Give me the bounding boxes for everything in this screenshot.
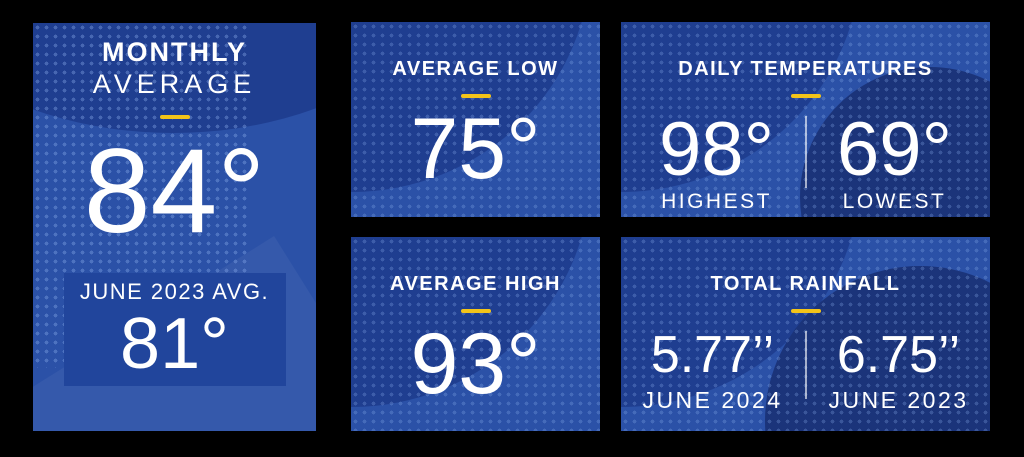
- card-title-line1: MONTHLY: [101, 37, 247, 67]
- circle-decoration: [33, 23, 316, 133]
- accent-underline: [790, 309, 821, 313]
- rainfall-2024-block: 5.77’’ JUNE 2024: [627, 329, 799, 414]
- rainfall-2023-label: JUNE 2023: [828, 387, 969, 413]
- accent-underline: [159, 115, 190, 119]
- rainfall-2023-block: 6.75’’ JUNE 2023: [813, 329, 985, 414]
- vertical-divider: [804, 116, 807, 188]
- average-low-value: 75°: [410, 101, 541, 197]
- accent-underline: [460, 94, 491, 98]
- card-title-line2: AVERAGE: [92, 69, 257, 99]
- monthly-average-value: 84°: [83, 124, 266, 258]
- callout-box: JUNE 2023 AVG. 81°: [63, 273, 286, 386]
- vertical-divider: [804, 331, 807, 399]
- average-high-value: 93°: [410, 316, 541, 412]
- card-title: AVERAGE HIGH: [390, 273, 561, 295]
- dot-pattern: [351, 22, 600, 217]
- average-low-card: AVERAGE LOW 75°: [351, 22, 600, 217]
- card-title: DAILY TEMPERATURES: [678, 58, 933, 80]
- accent-underline: [790, 94, 821, 98]
- rainfall-2024-value: 5.77’’: [650, 326, 775, 384]
- total-rainfall-card: TOTAL RAINFALL 5.77’’ JUNE 2024 6.75’’ J…: [621, 237, 990, 431]
- lowest-temp-value: 69°: [837, 107, 952, 192]
- highest-temp-block: 98° HIGHEST: [635, 112, 799, 214]
- highest-temp-value: 98°: [659, 107, 774, 192]
- daily-temperatures-card: DAILY TEMPERATURES 98° HIGHEST 69° LOWES…: [621, 22, 990, 217]
- average-high-card: AVERAGE HIGH 93°: [351, 237, 600, 431]
- card-title: AVERAGE LOW: [392, 58, 559, 80]
- card-title: TOTAL RAINFALL: [710, 273, 901, 295]
- accent-underline: [460, 309, 491, 313]
- callout-value: 81°: [120, 304, 229, 384]
- callout-label: JUNE 2023 AVG.: [79, 279, 270, 304]
- monthly-average-card: MONTHLY AVERAGE 84° JUNE 2023 AVG. 81°: [33, 23, 316, 431]
- highest-temp-label: HIGHEST: [661, 190, 772, 213]
- rainfall-2024-label: JUNE 2024: [642, 387, 783, 413]
- lowest-temp-label: LOWEST: [842, 190, 947, 213]
- lowest-temp-block: 69° LOWEST: [813, 112, 977, 214]
- rainfall-2023-value: 6.75’’: [836, 326, 961, 384]
- dot-pattern: [351, 237, 600, 431]
